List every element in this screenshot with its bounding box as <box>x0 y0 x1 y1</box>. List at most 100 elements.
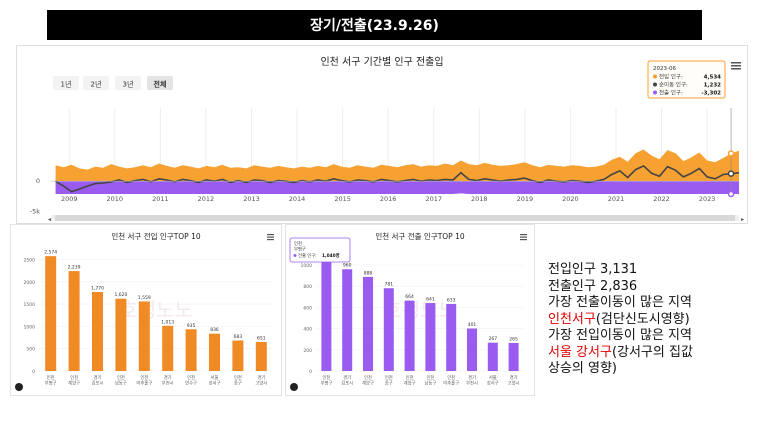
bar[interactable] <box>383 288 394 371</box>
menu-icon[interactable] <box>267 234 274 236</box>
bar[interactable] <box>487 342 498 371</box>
range-button[interactable]: 전체 <box>154 80 167 89</box>
y-tick-label: 2000 <box>24 280 36 286</box>
menu-icon[interactable] <box>731 62 741 64</box>
bar[interactable] <box>92 292 103 371</box>
y-tick-label: -5k <box>30 208 40 216</box>
watermark: 호갱노노 <box>383 298 457 322</box>
y-tick-label: 800 <box>303 284 312 290</box>
bar[interactable] <box>425 303 436 371</box>
bar[interactable] <box>363 276 373 371</box>
x-category-label: 경기 <box>164 374 172 381</box>
note-most-outflow-region: 인천서구(검단신도시영향) <box>548 312 693 329</box>
menu-icon[interactable] <box>267 239 274 241</box>
range-button[interactable]: 1년 <box>61 80 72 89</box>
y-tick-label: 1500 <box>24 302 36 308</box>
y-tick-label: 1000 <box>24 324 36 330</box>
x-category-label: 부천시 <box>162 380 174 387</box>
x-category-label: 인천 <box>406 374 414 381</box>
logo-icon <box>290 383 298 391</box>
tooltip-value: -3,302 <box>701 91 721 97</box>
bar-value-label: 1,559 <box>138 295 151 301</box>
x-tick-label: 2009 <box>61 195 78 203</box>
tooltip-header: 부평구 <box>294 246 306 253</box>
x-tick-label: 2015 <box>334 195 351 203</box>
banner-title: 장기/전출(23.9.26) <box>47 10 702 40</box>
y-tick-label: 2500 <box>24 257 36 263</box>
bar[interactable] <box>232 340 244 371</box>
bar-value-label: 2,574 <box>44 250 57 256</box>
bar[interactable] <box>68 271 80 371</box>
x-category-label: 인천 <box>447 374 455 381</box>
bar[interactable] <box>45 256 57 371</box>
notes-text: 전입인구 3,131 전출인구 2,836 가장 전출이동이 많은 지역 인천서… <box>548 262 693 378</box>
bar[interactable] <box>321 260 332 371</box>
bar[interactable] <box>342 269 353 371</box>
x-tick-label: 2012 <box>198 195 215 203</box>
x-tick-label: 2017 <box>425 195 442 203</box>
menu-icon[interactable] <box>267 236 274 238</box>
note-region-red: 인천서구 <box>548 311 596 327</box>
y-tick-label: 0 <box>36 177 40 185</box>
bar[interactable] <box>446 303 457 371</box>
menu-icon[interactable] <box>731 68 741 70</box>
tooltip-value: 1,232 <box>704 83 722 89</box>
bar-value-label: 401 <box>468 322 477 328</box>
menu-icon[interactable] <box>731 65 741 67</box>
inflow-top10-panel: 인천 서구 전입 인구TOP 10 호갱노노 0 500 1000 1500 2000 250… <box>10 224 282 396</box>
bar-value-label: 1,013 <box>161 319 174 325</box>
note-region-reason: (검단신도시영향) <box>595 311 690 327</box>
range-button-bg[interactable] <box>53 76 79 90</box>
hover-marker <box>727 190 735 198</box>
scrollbar-thumb[interactable] <box>55 215 735 221</box>
y-tick-label: 500 <box>26 347 35 353</box>
note-inflow: 전입인구 3,131 <box>548 262 638 277</box>
bar-value-label: 781 <box>385 282 394 288</box>
range-button-bg[interactable] <box>115 76 141 90</box>
x-category-label: 경기 <box>468 374 476 381</box>
range-button[interactable]: 2년 <box>91 80 102 89</box>
x-category-label: 경기 <box>343 374 351 381</box>
bar[interactable] <box>255 341 267 371</box>
bar[interactable] <box>404 300 415 371</box>
y-tick-label: 200 <box>303 348 312 354</box>
x-category-label: 인천 <box>187 374 195 381</box>
menu-icon[interactable] <box>520 234 527 236</box>
bar[interactable] <box>185 329 197 371</box>
x-category-label: 서울 <box>489 374 497 381</box>
note-most-inflow: 가장 전입이동이 많은 지역 <box>548 328 692 343</box>
note-region-red: 서울 강서구 <box>548 344 612 360</box>
range-button[interactable]: 3년 <box>123 80 134 89</box>
outflow-area <box>55 181 740 194</box>
x-category-label: 고양시 <box>255 380 267 387</box>
tooltip-value: 1,040명 <box>322 252 340 259</box>
menu-icon[interactable] <box>520 239 527 241</box>
x-category-label: 인천 <box>385 374 393 381</box>
range-button-bg[interactable] <box>147 76 173 90</box>
bar-value-label: 1,770 <box>91 286 104 292</box>
bar-value-label: 633 <box>447 297 456 303</box>
scroll-right-icon[interactable]: ▸ <box>741 216 744 223</box>
bar[interactable] <box>467 328 477 371</box>
bar[interactable] <box>508 342 519 371</box>
x-tick-label: 2018 <box>471 195 488 203</box>
bar[interactable] <box>162 325 174 371</box>
scroll-left-icon[interactable]: ◂ <box>48 216 51 223</box>
x-category-label: 남동구 <box>424 380 436 387</box>
menu-icon[interactable] <box>520 236 527 238</box>
bar[interactable] <box>138 301 150 371</box>
x-category-label: 미추홀구 <box>136 380 152 387</box>
x-category-label: 중구 <box>385 381 393 387</box>
net-migration-line <box>55 164 740 193</box>
y-tick-label: 600 <box>303 305 312 311</box>
bar[interactable] <box>115 298 127 371</box>
tooltip-label: 전입 인구: <box>659 73 683 81</box>
bar-value-label: 935 <box>187 323 196 329</box>
x-tick-label: 2016 <box>380 195 397 203</box>
range-button-bg[interactable] <box>83 76 109 90</box>
bar[interactable] <box>209 333 220 371</box>
tooltip-date: 2023-06 <box>653 66 676 72</box>
outflow-top10-chart: 인천 서구 전출 인구TOP 10 호갱노노 0 200 400 600 800 1000 1,… <box>289 231 527 391</box>
hover-marker <box>727 150 735 157</box>
tooltip-value: 4,534 <box>704 75 722 81</box>
